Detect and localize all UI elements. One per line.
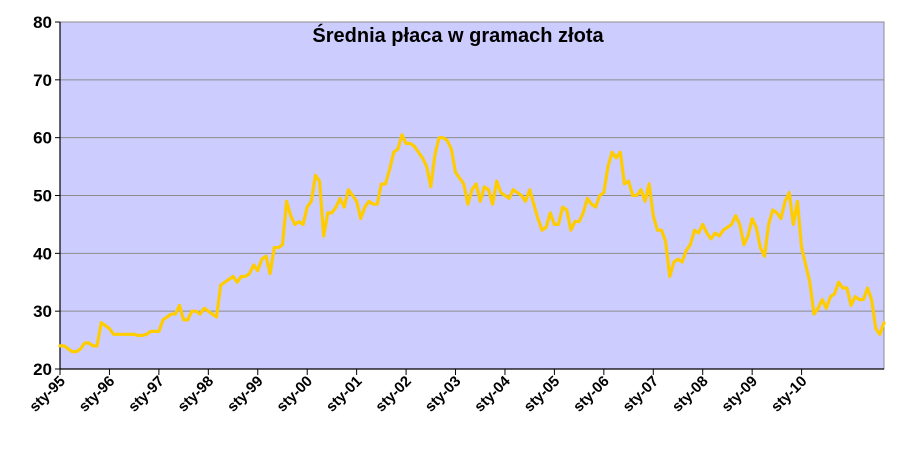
x-tick-label: sty-02: [372, 373, 415, 416]
x-tick-label: sty-05: [521, 373, 564, 416]
x-tick-label: sty-99: [224, 373, 267, 416]
x-tick-label: sty-03: [422, 373, 465, 416]
x-tick-label: sty-09: [718, 373, 761, 416]
x-tick-label: sty-10: [768, 373, 811, 416]
y-tick-label: 20: [33, 360, 52, 379]
x-tick-label: sty-04: [471, 372, 514, 415]
x-tick-label: sty-98: [174, 373, 217, 416]
x-tick-label: sty-97: [125, 373, 168, 416]
y-tick-label: 60: [33, 129, 52, 148]
x-tick-label: sty-07: [619, 373, 662, 416]
y-tick-label: 30: [33, 302, 52, 321]
y-tick-label: 40: [33, 244, 52, 263]
x-tick-label: sty-95: [26, 373, 69, 416]
series-line: [58, 133, 886, 354]
x-tick-label: sty-06: [570, 373, 613, 416]
y-tick-label: 50: [33, 187, 52, 206]
x-tick-label: sty-08: [669, 373, 712, 416]
y-tick-label: 80: [33, 13, 52, 32]
x-tick-label: sty-96: [76, 373, 119, 416]
x-tick-label: sty-01: [323, 373, 366, 416]
chart-title: Średnia płaca w gramach złota: [312, 23, 604, 47]
x-tick-label: sty-00: [273, 373, 316, 416]
y-tick-label: 70: [33, 71, 52, 90]
